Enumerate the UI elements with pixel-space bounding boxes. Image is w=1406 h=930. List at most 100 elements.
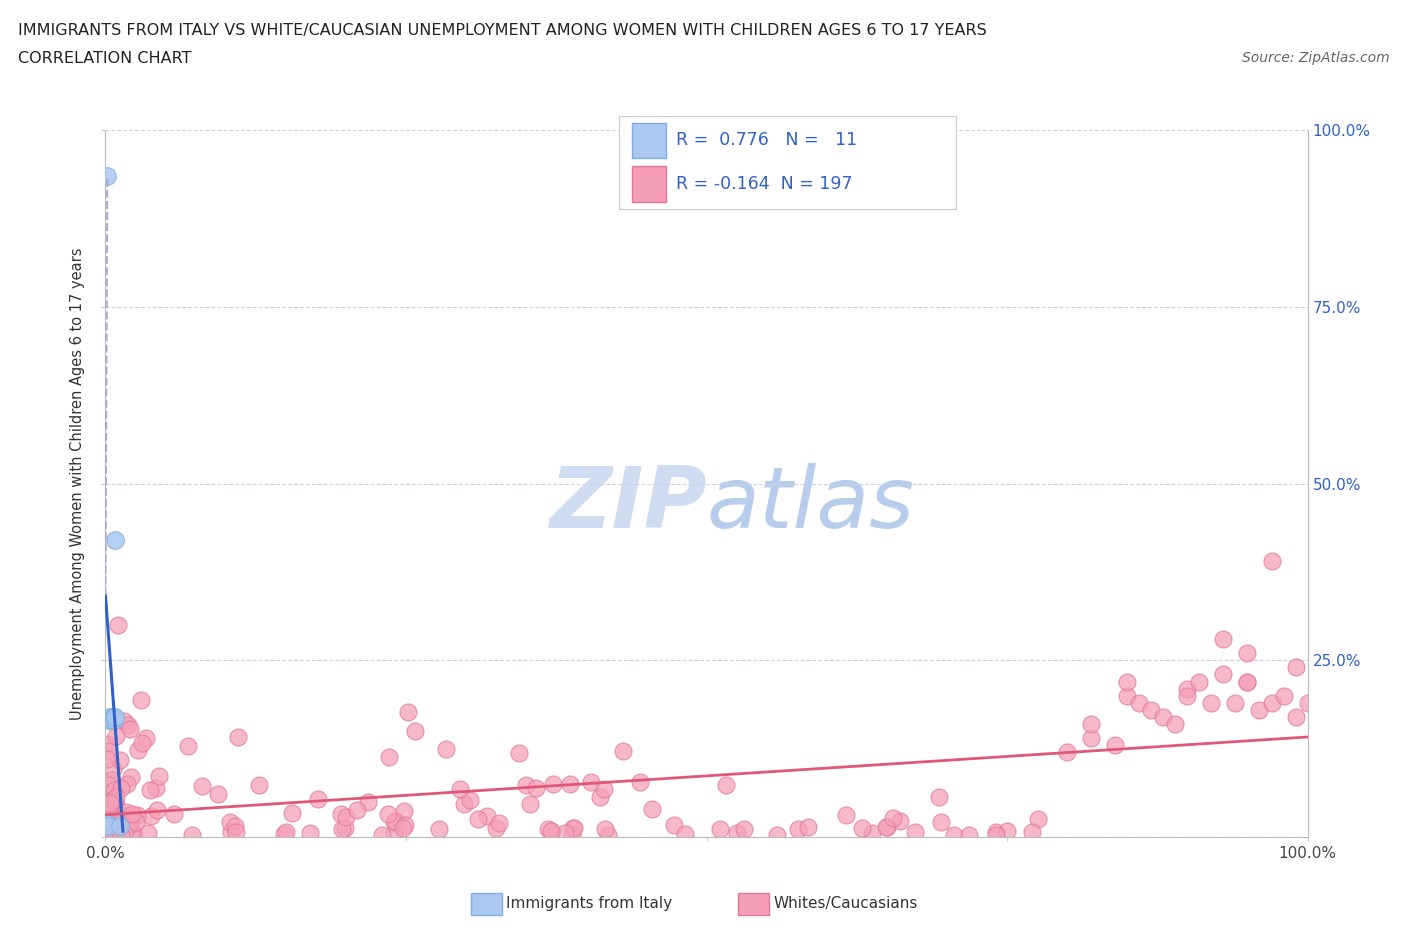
Point: [475, 808, 498, 823]
Point: [108, 819, 131, 834]
Point: [1212, 631, 1234, 646]
Point: [434, 741, 457, 756]
Point: [224, 819, 246, 834]
Point: [221, 825, 243, 840]
Point: [382, 825, 405, 840]
Point: [115, 804, 138, 819]
Point: [928, 790, 950, 805]
Point: [1164, 716, 1187, 731]
Point: [765, 828, 787, 843]
Point: [228, 729, 250, 744]
Point: [562, 820, 585, 835]
Point: [104, 533, 127, 548]
Point: [1188, 674, 1211, 689]
Point: [1140, 702, 1163, 717]
Point: [1260, 696, 1282, 711]
Point: [96, 168, 118, 183]
Point: [554, 826, 576, 841]
Point: [100, 713, 122, 728]
Point: [524, 781, 547, 796]
Point: [1175, 688, 1198, 703]
Point: [579, 774, 602, 789]
Point: [247, 777, 270, 792]
Point: [382, 815, 405, 830]
Point: [596, 828, 619, 843]
Point: [98, 796, 121, 811]
Point: [108, 816, 131, 830]
Point: [709, 822, 731, 837]
Point: [125, 808, 148, 823]
Point: [120, 817, 142, 831]
Point: [122, 826, 145, 841]
Point: [561, 828, 583, 843]
Point: [1272, 688, 1295, 703]
Point: [107, 618, 129, 632]
Point: [458, 793, 481, 808]
Point: [453, 797, 475, 812]
Point: [276, 824, 298, 839]
Point: [117, 777, 139, 791]
Point: [1021, 824, 1043, 839]
Point: [100, 823, 122, 838]
Point: [377, 750, 399, 764]
Point: [105, 817, 128, 832]
Point: [177, 738, 200, 753]
Point: [394, 817, 416, 832]
Point: [101, 762, 124, 777]
Point: [108, 817, 131, 832]
Point: [273, 826, 295, 841]
Point: [100, 826, 122, 841]
Point: [100, 772, 122, 787]
Point: [103, 713, 125, 728]
Point: [118, 810, 141, 825]
Point: [219, 815, 242, 830]
Point: [97, 826, 120, 841]
Point: [145, 780, 167, 795]
Point: [110, 780, 132, 795]
Point: [112, 826, 135, 841]
Point: [1128, 696, 1150, 711]
Point: [104, 816, 127, 830]
Point: [589, 790, 612, 804]
Point: [136, 826, 159, 841]
Point: [786, 821, 808, 836]
Point: [330, 821, 353, 836]
Point: [673, 826, 696, 841]
Point: [429, 821, 451, 836]
Point: [392, 804, 415, 818]
Point: [733, 822, 755, 837]
Point: [1236, 674, 1258, 689]
Point: [121, 806, 143, 821]
Point: [104, 826, 127, 841]
Point: [1056, 745, 1078, 760]
Point: [628, 774, 651, 789]
Y-axis label: Unemployment Among Women with Children Ages 6 to 17 years: Unemployment Among Women with Children A…: [70, 247, 86, 720]
Point: [129, 693, 152, 708]
Point: [1026, 812, 1049, 827]
Point: [335, 810, 357, 825]
Point: [117, 818, 139, 833]
Point: [103, 826, 125, 841]
Point: [875, 819, 897, 834]
Point: [96, 826, 118, 841]
Point: [1236, 674, 1258, 689]
Point: [108, 813, 131, 828]
Point: [835, 807, 858, 822]
Point: [882, 811, 904, 826]
Point: [105, 798, 128, 813]
Point: [889, 814, 911, 829]
Point: [593, 782, 616, 797]
Point: [100, 811, 122, 826]
Point: [104, 818, 127, 833]
Point: [558, 777, 581, 791]
Point: [96, 817, 118, 832]
Point: [97, 826, 120, 841]
Point: [714, 777, 737, 792]
Point: [330, 806, 353, 821]
Point: [384, 814, 406, 829]
Point: [1296, 696, 1319, 711]
Point: [122, 826, 145, 841]
Point: [997, 824, 1019, 839]
Point: [485, 821, 508, 836]
Point: [876, 819, 898, 834]
